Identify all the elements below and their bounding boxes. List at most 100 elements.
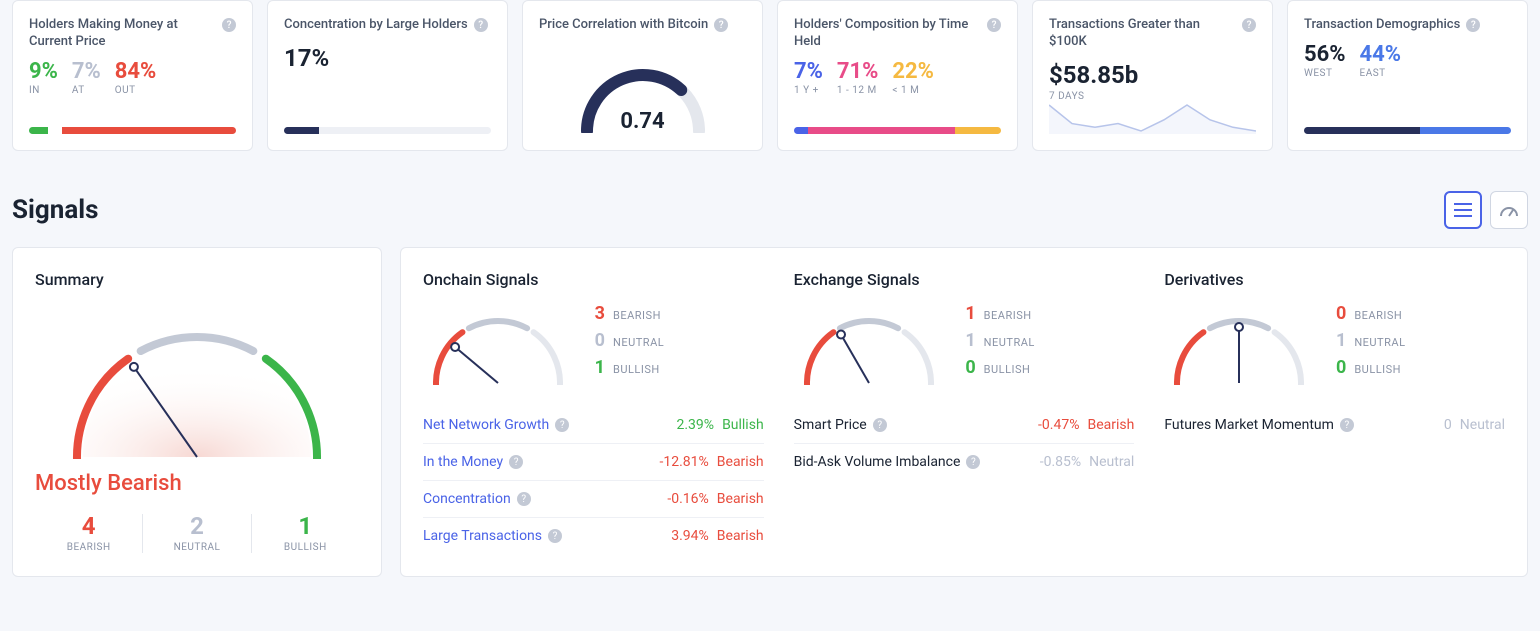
percent-label: EAST: [1360, 68, 1402, 79]
signal-mini-counts: 0BEARISH1NEUTRAL0BULLISH: [1332, 303, 1405, 378]
signals-header: Signals: [12, 191, 1528, 229]
help-icon[interactable]: ?: [548, 529, 562, 543]
signal-group-gauge-row: 3BEARISH 0NEUTRAL 1BULLISH: [423, 303, 764, 389]
card-title: Holders Making Money at Current Price?: [29, 17, 236, 51]
help-icon[interactable]: ?: [873, 418, 887, 432]
signal-mini-counts: 1BEARISH1NEUTRAL0BULLISH: [962, 303, 1035, 378]
signal-item-name: Bid-Ask Volume Imbalance?: [794, 454, 981, 470]
signal-item-value: 3.94%Bearish: [671, 528, 763, 544]
percent-value: 9%: [29, 61, 58, 83]
percent-value: 22%: [892, 61, 934, 83]
help-icon[interactable]: ?: [517, 492, 531, 506]
distribution-bar: [1304, 127, 1511, 134]
signal-mini-gauge: [1164, 303, 1314, 389]
percent-row: 7%1 Y +71%1 - 12 M22%< 1 M: [794, 61, 1001, 96]
signal-item[interactable]: Futures Market Momentum? 0Neutral: [1164, 407, 1505, 443]
signal-group-title: Exchange Signals: [794, 270, 1135, 289]
signal-group-title: Derivatives: [1164, 270, 1505, 289]
signal-item[interactable]: In the Money? -12.81%Bearish: [423, 444, 764, 481]
signal-item-name: Concentration?: [423, 491, 531, 507]
mini-count-row: 1BEARISH: [962, 303, 1035, 324]
signal-item[interactable]: Large Transactions?3.94%Bearish: [423, 518, 764, 554]
help-icon[interactable]: ?: [987, 18, 1001, 32]
help-icon[interactable]: ?: [1340, 418, 1354, 432]
percent-label: OUT: [115, 85, 157, 96]
distribution-bar: [29, 127, 236, 134]
sparkline: [1049, 102, 1256, 134]
metric-card-holders-time[interactable]: Holders' Composition by Time Held?7%1 Y …: [777, 0, 1018, 151]
percent-block: 22%< 1 M: [892, 61, 934, 96]
percent-row: 56%WEST 44% EAST: [1304, 44, 1511, 79]
percent-value: 84%: [115, 61, 157, 83]
percent-label: IN: [29, 85, 58, 96]
percent-block: 44% EAST: [1360, 44, 1402, 79]
distribution-bar: [284, 127, 491, 134]
percent-block: 71% 1 - 12 M: [837, 61, 879, 96]
percent-value: 71%: [837, 61, 879, 83]
summary-count-block: 1 BULLISH: [251, 514, 359, 553]
summary-count-block: 4BEARISH: [35, 514, 142, 553]
help-icon[interactable]: ?: [714, 18, 728, 32]
signal-item-name: Futures Market Momentum?: [1164, 417, 1354, 433]
signal-item-name: In the Money?: [423, 454, 523, 470]
percent-value: 44%: [1360, 44, 1402, 66]
help-icon[interactable]: ?: [222, 18, 236, 32]
signal-list: Futures Market Momentum? 0Neutral: [1164, 407, 1505, 443]
mini-count-row: 1NEUTRAL: [962, 330, 1035, 351]
metric-card-concentration[interactable]: Concentration by Large Holders?17%: [267, 0, 508, 151]
top-metrics-row: Holders Making Money at Current Price? 9%…: [12, 0, 1528, 151]
help-icon[interactable]: ?: [474, 18, 488, 32]
signal-mini-gauge: [423, 303, 573, 389]
percent-block: 9% IN: [29, 61, 58, 96]
metric-card-tx-100k[interactable]: Transactions Greater than $100K?$58.85b7…: [1032, 0, 1273, 151]
percent-value: 7%: [72, 61, 101, 83]
signal-item[interactable]: Net Network Growth? 2.39%Bullish: [423, 407, 764, 444]
metric-card-holders-money[interactable]: Holders Making Money at Current Price? 9%…: [12, 0, 253, 151]
signal-item-value: -0.47%Bearish: [1038, 417, 1134, 433]
mini-count-row: 3BEARISH: [591, 303, 664, 324]
help-icon[interactable]: ?: [509, 455, 523, 469]
signal-item-value: -12.81%Bearish: [660, 454, 764, 470]
summary-status: Mostly Bearish: [35, 471, 359, 496]
mini-count-row: 0BULLISH: [1332, 357, 1405, 378]
help-icon[interactable]: ?: [966, 455, 980, 469]
count-number: 1: [262, 514, 349, 538]
mini-count-row: 0BEARISH: [1332, 303, 1405, 324]
signal-group: Onchain Signals3BEARISH0NEUTRAL1BULLISHN…: [423, 270, 764, 554]
signal-mini-counts: 3BEARISH 0NEUTRAL 1BULLISH: [591, 303, 664, 378]
signal-item-value: 2.39%Bullish: [677, 417, 764, 433]
signal-item[interactable]: Concentration?-0.16%Bearish: [423, 481, 764, 518]
signal-group: Derivatives 0BEARISH1NEUTRAL0BULLISH Futur…: [1164, 270, 1505, 554]
list-view-button[interactable]: [1444, 191, 1482, 229]
help-icon[interactable]: ?: [1466, 18, 1480, 32]
mini-count-row: 1BULLISH: [591, 357, 664, 378]
count-number: 2: [153, 514, 240, 538]
percent-row: 9% IN 7%AT 84% OUT: [29, 61, 236, 96]
count-label: NEUTRAL: [153, 542, 240, 553]
help-icon[interactable]: ?: [1242, 18, 1256, 32]
signal-group: Exchange Signals1BEARISH1NEUTRAL0BULLISH…: [794, 270, 1135, 554]
count-label: BULLISH: [262, 542, 349, 553]
signals-summary-panel: Summary Mostly Bearish 4BEARISH2NEUTRAL1…: [12, 247, 382, 577]
signal-mini-gauge: [794, 303, 944, 389]
gauge-view-button[interactable]: [1490, 191, 1528, 229]
percent-label: 1 - 12 M: [837, 85, 879, 96]
percent-value: 7%: [794, 61, 823, 83]
signal-item-value: 0Neutral: [1444, 417, 1505, 433]
card-title: Transaction Demographics?: [1304, 17, 1511, 34]
metric-card-price-correlation[interactable]: Price Correlation with Bitcoin?0.74: [522, 0, 763, 151]
signal-item-name: Net Network Growth?: [423, 417, 569, 433]
summary-gauge: [35, 309, 359, 459]
signal-list: Net Network Growth? 2.39%Bullish In the Mo…: [423, 407, 764, 554]
mini-count-row: 0NEUTRAL: [591, 330, 664, 351]
summary-counts: 4BEARISH 2 NEUTRAL 1 BULLISH: [35, 514, 359, 553]
signal-item[interactable]: Bid-Ask Volume Imbalance?-0.85%Neutral: [794, 444, 1135, 480]
signal-item[interactable]: Smart Price? -0.47%Bearish: [794, 407, 1135, 444]
help-icon[interactable]: ?: [555, 418, 569, 432]
percent-label: WEST: [1304, 68, 1346, 79]
signals-section-title: Signals: [12, 195, 98, 225]
percent-block: 56%WEST: [1304, 44, 1346, 79]
signal-item-name: Smart Price?: [794, 417, 887, 433]
percent-block: 7%AT: [72, 61, 101, 96]
metric-card-tx-demo[interactable]: Transaction Demographics? 56%WEST 44% EAST: [1287, 0, 1528, 151]
